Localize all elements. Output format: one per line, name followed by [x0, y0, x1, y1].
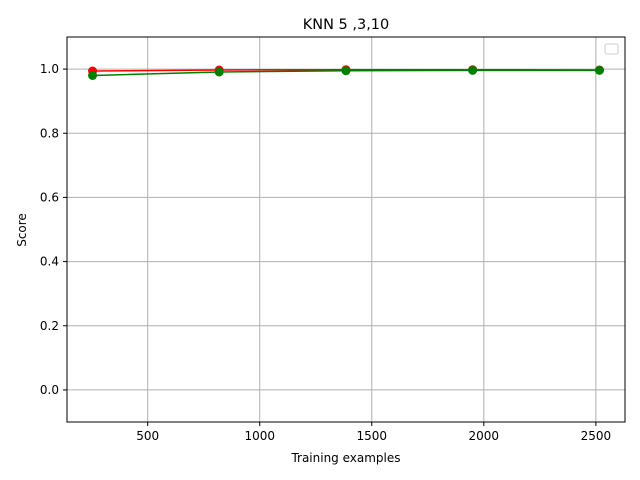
legend-box: [604, 43, 619, 55]
y-tick-label: 1.0: [40, 62, 59, 76]
y-axis-label: Score: [15, 213, 29, 247]
y-tick-label: 0.6: [40, 190, 59, 204]
y-tick-label: 0.4: [40, 255, 59, 269]
series-layer: [88, 65, 604, 80]
y-axis-ticks: 0.0 0.2 0.4 0.6 0.8 1.0: [40, 62, 67, 397]
x-tick-label: 2500: [581, 429, 612, 443]
chart-title: KNN 5 ,3,10: [303, 17, 390, 33]
x-tick-label: 1500: [356, 429, 387, 443]
x-tick-label: 500: [136, 429, 159, 443]
series-2-point: [468, 65, 478, 75]
x-tick-label: 2000: [469, 429, 500, 443]
x-axis-label: Training examples: [290, 451, 400, 465]
series-2-point: [214, 67, 224, 77]
series-2-point: [88, 71, 98, 80]
plot-frame: [66, 36, 626, 423]
x-tick-label: 1000: [244, 429, 275, 443]
y-tick-label: 0.8: [40, 126, 59, 140]
series-2-point: [341, 66, 351, 76]
y-tick-label: 0.2: [40, 319, 59, 333]
series-2-point: [594, 65, 604, 75]
series-2: [88, 65, 604, 80]
x-axis-ticks: 500 1000 1500 2000 2500: [136, 422, 611, 443]
y-tick-label: 0.0: [40, 383, 59, 397]
